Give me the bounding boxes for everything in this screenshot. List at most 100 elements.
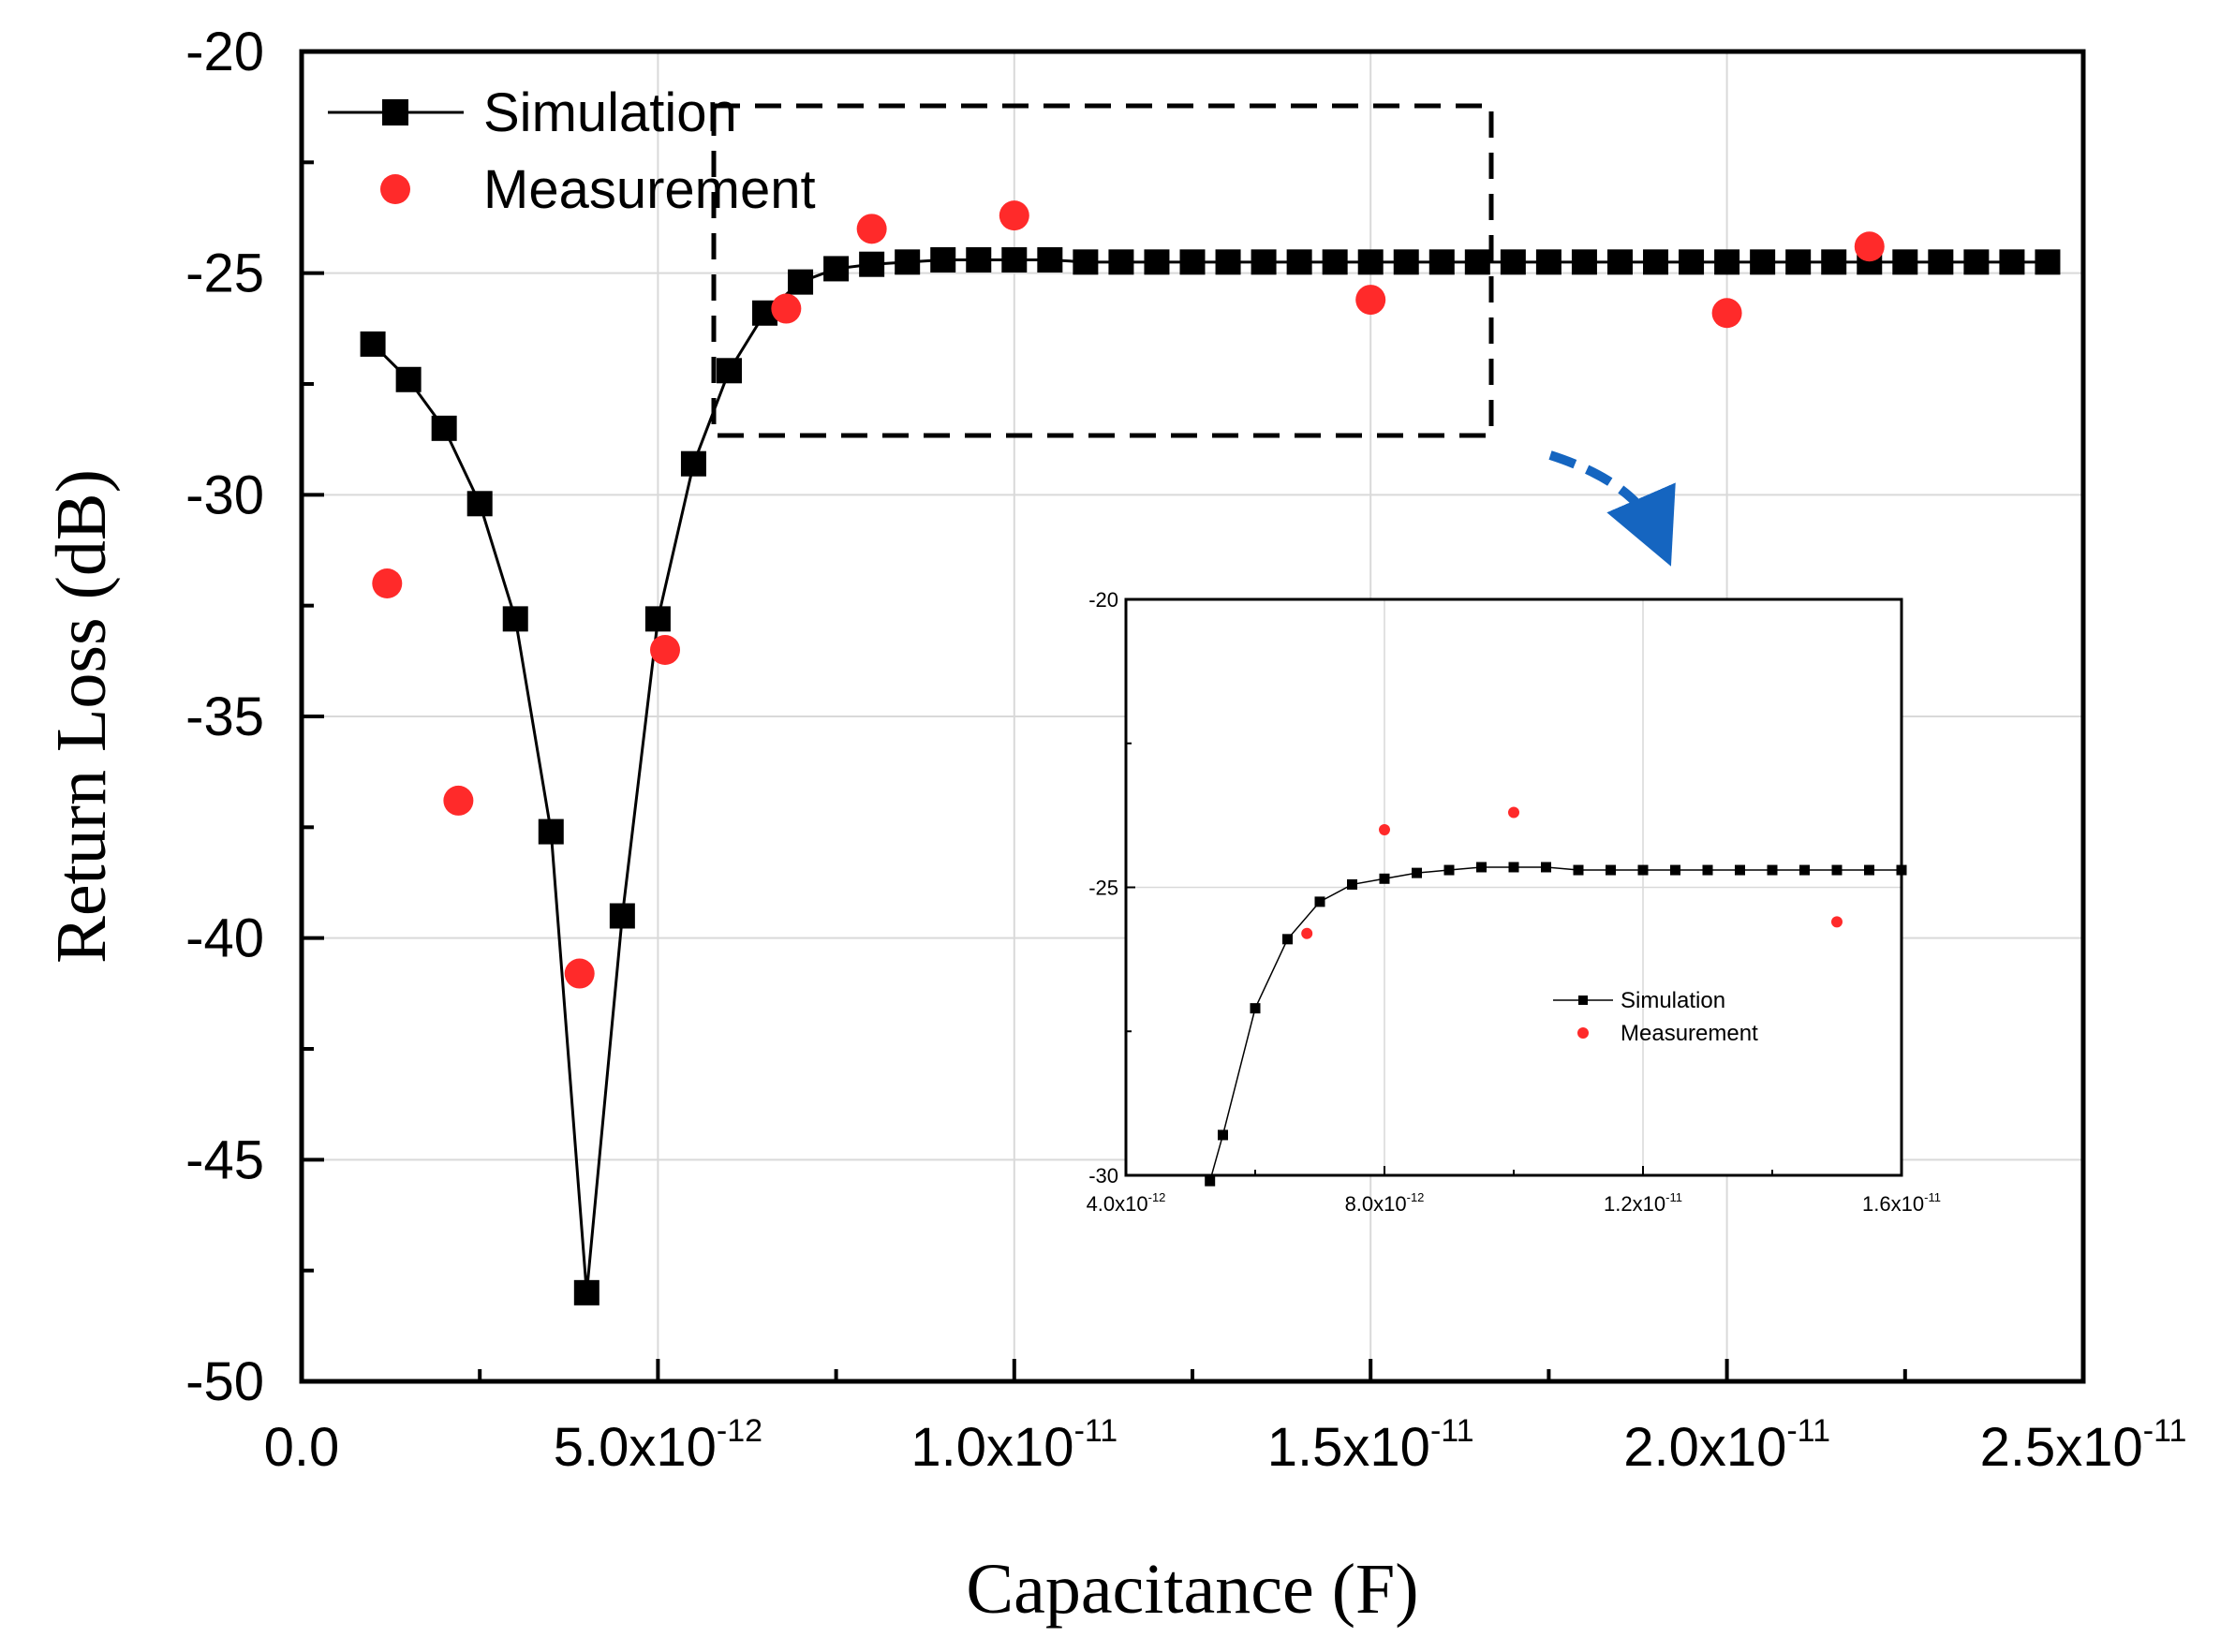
main-simulation-point — [895, 249, 921, 275]
inset-measurement-point — [1301, 927, 1313, 939]
main-simulation-point — [1322, 249, 1348, 275]
main-x-tick-label: 5.0x10-12 — [554, 1413, 762, 1478]
main-simulation-point — [1750, 249, 1776, 275]
main-simulation-point — [1643, 249, 1669, 275]
inset-y-tick-label: -20 — [1088, 588, 1118, 612]
zoom-arrow-icon — [1548, 450, 1676, 567]
main-simulation-point — [466, 491, 493, 517]
main-simulation-point — [1535, 249, 1562, 275]
main-measurement-point — [443, 785, 474, 816]
inset-simulation-point — [1282, 934, 1293, 945]
inset-simulation-point — [1670, 864, 1680, 876]
main-simulation-point — [538, 819, 564, 845]
main-simulation-point — [1892, 249, 1918, 275]
inset-simulation-point — [1508, 862, 1519, 873]
main-simulation-point — [609, 903, 635, 929]
main-simulation-point — [1108, 249, 1134, 275]
main-simulation-point — [716, 358, 742, 384]
legend-measurement-marker — [380, 174, 410, 204]
main-y-tick-label: -40 — [185, 908, 264, 969]
main-simulation-point — [1179, 249, 1206, 275]
main-simulation-point — [930, 246, 956, 273]
main-measurement-point — [564, 958, 595, 989]
main-simulation-point — [1286, 249, 1312, 275]
main-legend: Simulation Measurement — [328, 82, 816, 220]
inset-legend-measurement-marker — [1577, 1027, 1589, 1039]
main-y-tick-label: -50 — [185, 1351, 264, 1412]
main-simulation-point — [431, 415, 457, 441]
main-simulation-point — [395, 366, 422, 392]
main-x-tick-label: 1.0x10-11 — [910, 1413, 1118, 1478]
main-y-tick-label: -20 — [185, 22, 264, 82]
main-simulation-point — [1144, 249, 1170, 275]
main-simulation-point — [1428, 249, 1455, 275]
main-y-tick-label: -25 — [185, 243, 264, 304]
inset-x-tick-label: 8.0x10-12 — [1345, 1190, 1425, 1216]
inset-simulation-point — [1831, 864, 1843, 876]
main-simulation-point — [1464, 249, 1490, 275]
main-y-tick-label: -30 — [185, 465, 264, 525]
main-simulation-point — [1073, 249, 1099, 275]
main-simulation-point — [1571, 249, 1597, 275]
main-simulation-point — [966, 246, 992, 273]
main-simulation-point — [1821, 249, 1847, 275]
main-simulation-point — [1928, 249, 1954, 275]
inset-legend-measurement-label: Measurement — [1621, 1021, 1758, 1046]
main-simulation-point — [1037, 246, 1063, 273]
inset-simulation-point — [1443, 864, 1455, 876]
main-simulation-point — [573, 1279, 599, 1305]
main-simulation-point — [1251, 249, 1277, 275]
inset-simulation-point — [1541, 862, 1551, 873]
main-axis-ticks: 0.0 5.0x10-12 1.0x10-11 1.5x10-11 2.0x10-11 2… — [185, 22, 2186, 1478]
inset-simulation-point — [1606, 864, 1616, 876]
inset-simulation-point — [1702, 864, 1713, 876]
inset-simulation-point — [1476, 862, 1487, 873]
inset-legend: Simulation Measurement — [1553, 988, 1758, 1046]
inset-simulation-point — [1250, 1003, 1261, 1014]
main-simulation-point — [680, 450, 706, 477]
main-simulation-point — [1215, 249, 1241, 275]
main-measurement-point — [1355, 285, 1386, 316]
inset-simulation-point — [1314, 896, 1325, 907]
main-x-tick-label: 2.5x10-11 — [1980, 1413, 2187, 1478]
inset-simulation-point — [1637, 864, 1649, 876]
main-measurement-point — [856, 214, 887, 244]
inset-simulation-point — [1573, 864, 1584, 876]
x-axis-title: Capacitance (F) — [966, 1550, 1418, 1629]
inset-legend-simulation-label: Simulation — [1621, 988, 1725, 1013]
legend-simulation-label: Simulation — [483, 82, 737, 143]
main-simulation-point — [1714, 249, 1740, 275]
inset-y-tick-label: -25 — [1088, 877, 1118, 900]
main-simulation-point — [1999, 249, 2025, 275]
main-measurement-series — [372, 200, 1885, 989]
inset-axis-ticks: 4.0x10-12 8.0x10-12 1.2x10-11 1.6x10-11 -20 -… — [1087, 588, 1941, 1216]
inset-simulation-point — [1379, 873, 1390, 884]
main-measurement-point — [1711, 298, 1742, 329]
main-simulation-point — [1963, 249, 1990, 275]
main-x-tick-label: 2.0x10-11 — [1623, 1413, 1830, 1478]
legend-simulation-marker — [382, 99, 408, 125]
inset-measurement-point — [1831, 916, 1843, 928]
main-simulation-point — [2035, 249, 2061, 275]
inset-x-tick-label: 1.2x10-11 — [1604, 1190, 1682, 1216]
main-simulation-point — [1500, 249, 1526, 275]
main-simulation-point — [644, 606, 671, 632]
main-measurement-point — [372, 568, 403, 598]
y-axis-title: Return Loss (dB) — [42, 469, 121, 964]
main-simulation-point — [1357, 249, 1384, 275]
inset-x-tick-label: 4.0x10-12 — [1087, 1190, 1166, 1216]
inset-simulation-point — [1205, 1175, 1216, 1187]
main-measurement-point — [771, 293, 802, 324]
main-simulation-point — [823, 256, 850, 282]
legend-measurement-label: Measurement — [483, 159, 816, 220]
main-y-tick-label: -45 — [185, 1129, 264, 1190]
main-simulation-point — [1001, 246, 1028, 273]
main-measurement-point — [1854, 231, 1885, 262]
inset-measurement-point — [1508, 806, 1519, 819]
inset-simulation-point — [1347, 878, 1357, 890]
main-simulation-point — [859, 251, 885, 277]
main-measurement-point — [999, 200, 1029, 231]
main-measurement-point — [650, 635, 681, 665]
inset-y-tick-label: -30 — [1088, 1164, 1118, 1187]
